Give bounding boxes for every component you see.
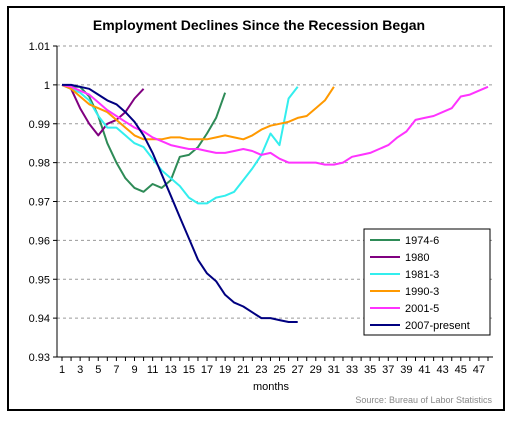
- series-line-1981-3: [61, 83, 299, 205]
- series-line-1980: [61, 83, 145, 137]
- series-line-1974-6: [61, 83, 227, 193]
- y-tick-label: 0.99: [29, 119, 50, 131]
- y-tick-label: 0.96: [29, 235, 50, 247]
- x-tick-label: 39: [400, 364, 412, 376]
- employment-line-chart: Employment Declines Since the Recession …: [29, 17, 493, 405]
- x-tick-label: 9: [131, 364, 137, 376]
- legend-label: 2007-present: [405, 320, 470, 332]
- legend-box: [363, 228, 491, 336]
- legend-label: 1974-6: [405, 235, 439, 247]
- x-tick-label: 3: [77, 364, 83, 376]
- y-tick-label: 0.97: [29, 197, 50, 209]
- x-tick-label: 47: [473, 364, 485, 376]
- x-tick-label: 33: [346, 364, 358, 376]
- x-tick-label: 23: [255, 364, 267, 376]
- legend-label: 1981-3: [405, 269, 439, 281]
- series-layer: [61, 83, 489, 323]
- x-tick-label: 17: [201, 364, 213, 376]
- y-tick-label: 0.94: [29, 313, 50, 325]
- y-tick-label: 0.95: [29, 274, 50, 286]
- x-tick-label: 13: [165, 364, 177, 376]
- x-tick-label: 41: [418, 364, 430, 376]
- legend-label: 2001-5: [405, 303, 439, 315]
- chart-title: Employment Declines Since the Recession …: [93, 17, 425, 33]
- y-tick-label: 0.93: [29, 352, 50, 364]
- chart-frame: Employment Declines Since the Recession …: [7, 6, 505, 411]
- x-tick-label: 27: [292, 364, 304, 376]
- x-tick-label: 5: [95, 364, 101, 376]
- x-tick-label: 35: [364, 364, 376, 376]
- y-tick-label: 1: [44, 80, 50, 92]
- legend-label: 1980: [405, 252, 429, 264]
- y-tick-label: 0.98: [29, 158, 50, 170]
- x-tick-label: 37: [382, 364, 394, 376]
- source-note: Source: Bureau of Labor Statistics: [355, 395, 492, 405]
- y-tick-label: 1.01: [29, 41, 50, 53]
- series-line-1990-3: [61, 83, 335, 141]
- series-line-2007-present: [62, 83, 298, 323]
- x-tick-label: 21: [237, 364, 249, 376]
- x-tick-label: 7: [113, 364, 119, 376]
- x-tick-label: 19: [219, 364, 231, 376]
- x-tick-label: 43: [437, 364, 449, 376]
- legend-label: 1990-3: [405, 286, 439, 298]
- x-tick-label: 31: [328, 364, 340, 376]
- legend: 1974-6 1980 1981-3 1990-3 2001-5 2007-present: [363, 228, 491, 336]
- x-tick-label: 25: [273, 364, 285, 376]
- x-tick-label: 29: [310, 364, 322, 376]
- x-tick-label: 45: [455, 364, 467, 376]
- x-tick-label: 15: [183, 364, 195, 376]
- x-tick-label: 11: [147, 364, 158, 376]
- x-tick-label: 1: [59, 364, 65, 376]
- x-axis-label: months: [253, 381, 290, 393]
- series-line-2001-5: [61, 83, 489, 166]
